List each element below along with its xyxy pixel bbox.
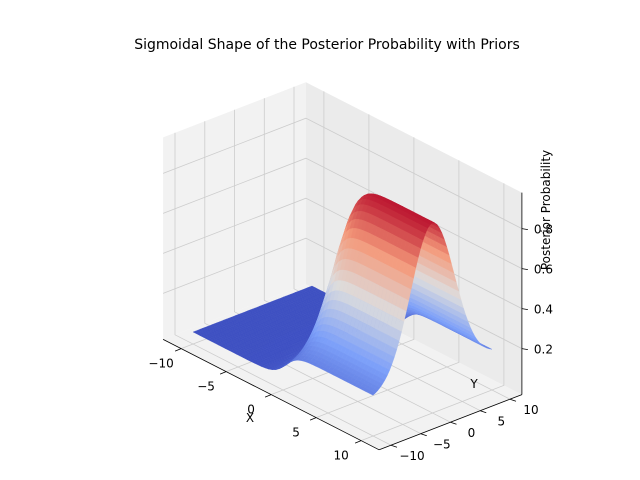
x-tick (309, 417, 317, 421)
x-tick-label: 10 (333, 449, 348, 463)
z-axis-label: Posterior Probability (539, 150, 553, 270)
x-tick (174, 348, 182, 352)
z-grid-line (162, 157, 523, 269)
y-tick (450, 421, 457, 425)
x-grid-line (270, 137, 415, 395)
y-tick-label: −5 (433, 438, 451, 452)
x-axis-label: X (246, 411, 254, 425)
y-tick (420, 433, 427, 437)
chart-title: Sigmoidal Shape of the Posterior Probabi… (134, 37, 520, 53)
x-tick (354, 440, 362, 444)
x-tick-label: 0 (247, 403, 255, 417)
x-tick (264, 394, 272, 398)
z-tick (521, 308, 528, 310)
y-tick-label: 0 (468, 426, 476, 440)
y-tick (509, 398, 517, 402)
x-axis-line (162, 339, 380, 451)
x-tick-label: −5 (197, 380, 215, 394)
z-grid-line (162, 117, 523, 229)
z-tick (521, 268, 528, 270)
surface-patch (369, 391, 376, 396)
x-grid-line (315, 160, 460, 418)
z-tick-label: 0.4 (534, 303, 553, 317)
z-tick-label: 0.8 (534, 223, 553, 237)
y-tick (390, 444, 398, 448)
x-tick (219, 371, 227, 375)
y-grid-line (174, 132, 392, 446)
surface-plot (192, 193, 493, 396)
z-tick (521, 228, 528, 230)
x-tick-label: 5 (292, 426, 300, 440)
y-tick-label: −10 (399, 449, 424, 463)
y-grid-line (204, 121, 421, 435)
y-axis-label: Y (469, 377, 478, 391)
z-tick (521, 348, 528, 350)
y-tick-label: 5 (497, 415, 505, 429)
y-grid-line (293, 86, 511, 400)
y-grid-line (263, 98, 481, 412)
z-tick-label: 0.6 (534, 263, 553, 277)
z-tick-label: 0.2 (534, 343, 553, 357)
x-grid-line (360, 183, 505, 441)
y-tick (480, 410, 487, 414)
y-tick-label: 10 (523, 403, 538, 417)
tick-marks: −10 −5 0 5 10 −10 −5 0 5 10 0.2 0.4 0.6 0.8 (148, 223, 553, 464)
x-tick-label: −10 (148, 357, 173, 371)
